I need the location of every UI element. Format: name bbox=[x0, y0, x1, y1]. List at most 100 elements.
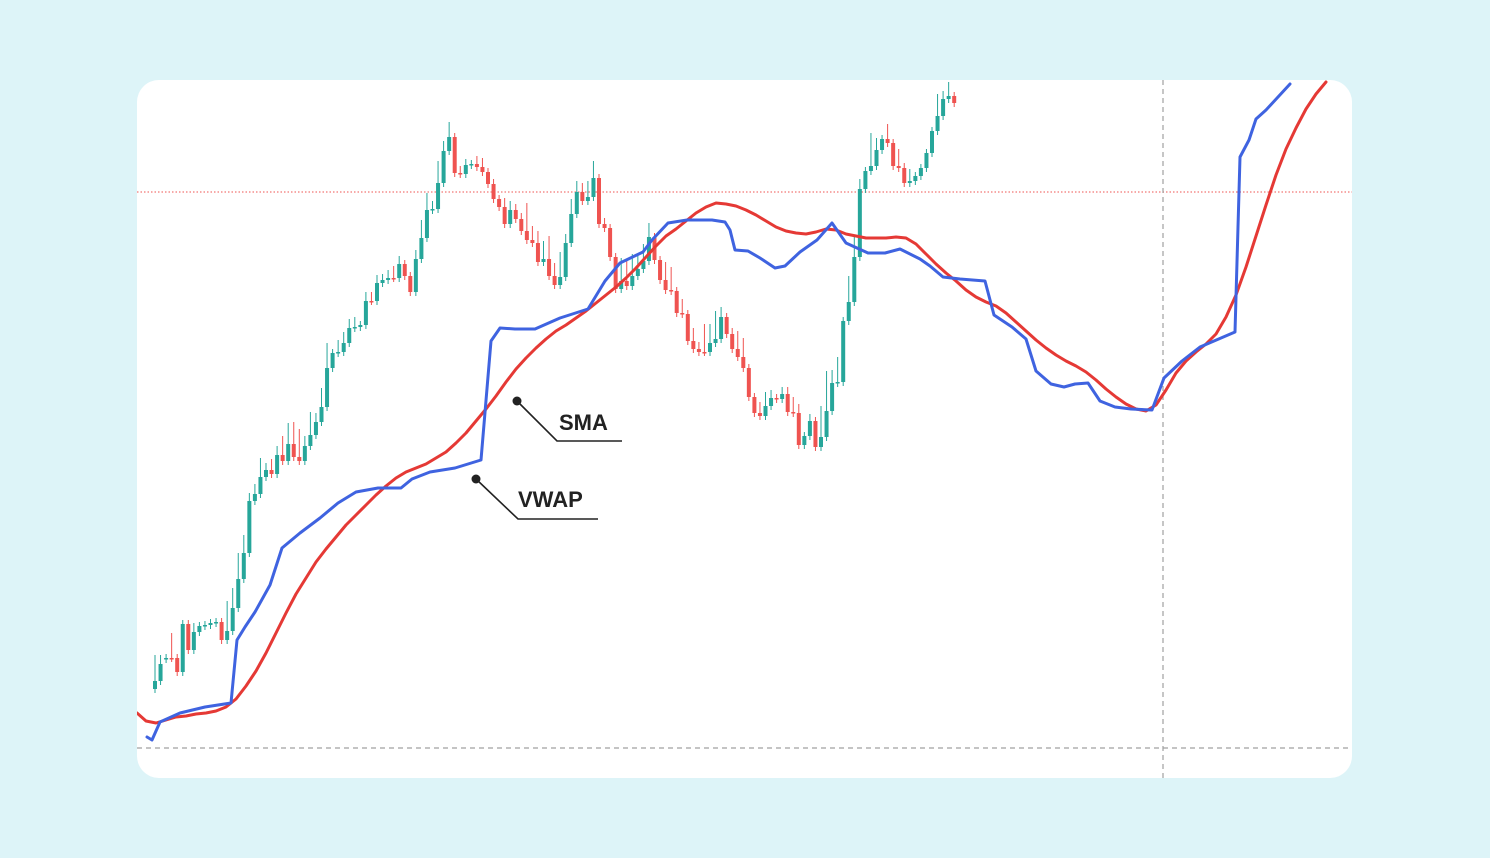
candle-body bbox=[313, 422, 318, 435]
candle bbox=[236, 553, 241, 612]
candle bbox=[874, 138, 879, 170]
candle-body bbox=[236, 579, 241, 608]
candle bbox=[913, 172, 918, 185]
candle-body bbox=[852, 257, 857, 302]
candle bbox=[291, 422, 296, 461]
candle-body bbox=[264, 470, 268, 477]
candle bbox=[280, 436, 285, 465]
candle bbox=[702, 324, 707, 356]
candle-body bbox=[153, 681, 157, 689]
candle-body bbox=[286, 444, 291, 461]
candle-body bbox=[402, 264, 407, 276]
candle bbox=[685, 310, 690, 345]
candle-body bbox=[397, 264, 402, 278]
candle bbox=[191, 623, 196, 654]
candle-body bbox=[186, 624, 191, 650]
candle bbox=[891, 139, 896, 170]
candle bbox=[491, 179, 496, 203]
candle-body bbox=[913, 176, 918, 181]
candle bbox=[241, 535, 246, 583]
candle-body bbox=[757, 413, 762, 416]
candle bbox=[258, 458, 263, 498]
candle bbox=[175, 654, 180, 676]
candle bbox=[369, 292, 374, 305]
candle-body bbox=[558, 277, 563, 285]
candle bbox=[325, 343, 330, 411]
candle bbox=[941, 91, 946, 120]
candle-body bbox=[508, 210, 513, 224]
candle-body bbox=[763, 406, 768, 416]
candle-body bbox=[918, 168, 923, 176]
candle-body bbox=[158, 664, 163, 681]
candle bbox=[830, 370, 835, 415]
candle bbox=[530, 226, 535, 247]
candle bbox=[719, 307, 724, 343]
candle-body bbox=[902, 168, 907, 183]
candle-body bbox=[480, 167, 485, 172]
candle bbox=[202, 621, 207, 630]
candle-body bbox=[663, 280, 668, 290]
candle bbox=[480, 158, 485, 176]
candle-body bbox=[907, 181, 912, 183]
candle-body bbox=[469, 164, 474, 166]
candle bbox=[380, 274, 385, 287]
candle-body bbox=[597, 178, 601, 224]
candle bbox=[341, 332, 346, 356]
candle bbox=[247, 493, 252, 557]
candle bbox=[735, 331, 740, 361]
vwap-annotation-leader bbox=[475, 478, 598, 520]
sma-annotation-leader bbox=[516, 400, 622, 442]
candle bbox=[180, 620, 185, 676]
candle-body bbox=[452, 137, 457, 173]
candle-body bbox=[885, 139, 890, 143]
candle bbox=[436, 161, 441, 213]
candle-body bbox=[202, 625, 207, 627]
candle bbox=[413, 250, 418, 296]
candle bbox=[907, 169, 912, 187]
candle-body bbox=[580, 192, 585, 201]
candle bbox=[419, 220, 424, 263]
candle-body bbox=[813, 421, 818, 447]
candle bbox=[713, 311, 718, 347]
candle-body bbox=[591, 178, 596, 197]
candle bbox=[680, 299, 685, 318]
candle-body bbox=[280, 455, 285, 461]
candle bbox=[225, 601, 230, 644]
candle bbox=[580, 183, 585, 205]
candle-body bbox=[674, 291, 679, 313]
candle bbox=[585, 181, 590, 205]
candle bbox=[658, 256, 663, 284]
candle-body bbox=[447, 137, 452, 151]
candle bbox=[308, 412, 313, 450]
candle bbox=[153, 655, 157, 693]
candle bbox=[791, 397, 796, 417]
candle-body bbox=[924, 153, 929, 168]
candle-body bbox=[486, 172, 490, 184]
candle bbox=[230, 588, 235, 635]
candle bbox=[524, 203, 529, 244]
candle bbox=[486, 168, 490, 188]
candle-body bbox=[685, 314, 690, 341]
candle-body bbox=[380, 280, 385, 283]
candle-body bbox=[796, 413, 801, 445]
candle-body bbox=[713, 339, 718, 343]
candle bbox=[930, 127, 934, 157]
candle bbox=[358, 321, 363, 331]
candle bbox=[275, 446, 280, 478]
candle bbox=[946, 82, 951, 103]
candle-body bbox=[491, 184, 496, 199]
candle bbox=[508, 201, 513, 228]
candle-body bbox=[413, 259, 418, 292]
vwap-label: VWAP bbox=[518, 487, 583, 512]
candle-body bbox=[291, 444, 296, 457]
candle bbox=[169, 633, 174, 662]
candle-body bbox=[563, 243, 568, 277]
candle-body bbox=[513, 210, 518, 219]
candle-body bbox=[225, 631, 230, 640]
candle-body bbox=[424, 210, 429, 238]
candle-body bbox=[391, 278, 396, 280]
candle-body bbox=[275, 455, 280, 474]
candle-body bbox=[802, 436, 807, 445]
candle-body bbox=[535, 243, 540, 262]
candle bbox=[347, 319, 352, 347]
